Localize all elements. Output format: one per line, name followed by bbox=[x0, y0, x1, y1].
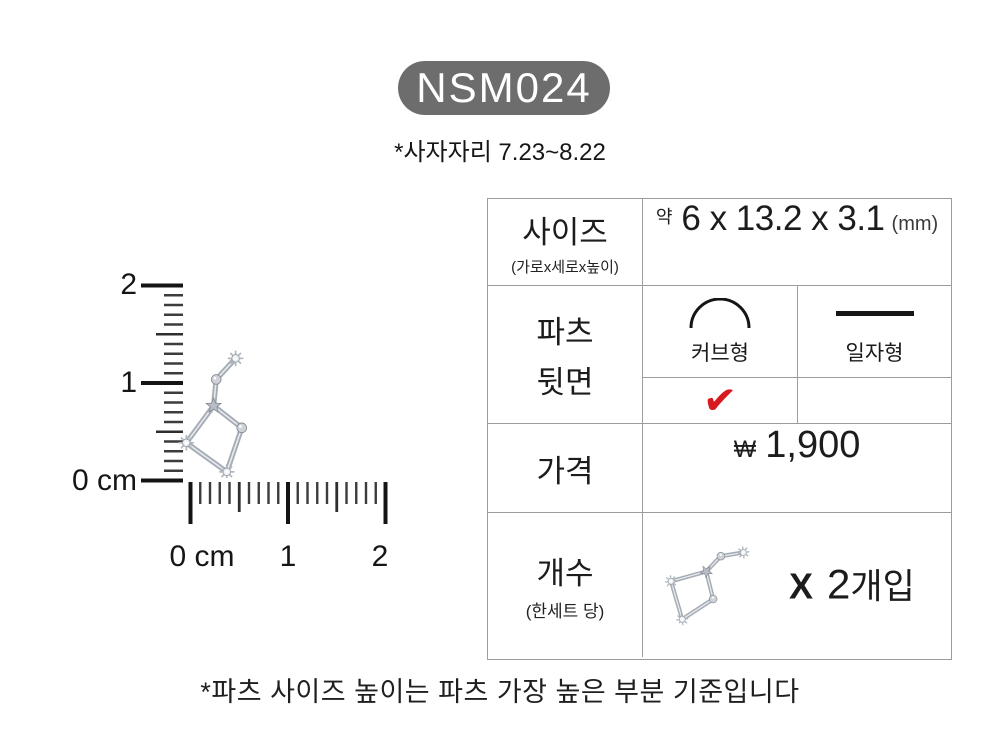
check-icon: ✔ bbox=[701, 377, 739, 424]
size-label-cell: 사이즈 (가로x세로x높이) bbox=[488, 199, 643, 286]
count-sublabel: (한세트 당) bbox=[525, 602, 605, 621]
curve-option-label: 커브형 bbox=[691, 341, 749, 365]
size-sublabel: (가로x세로x높이) bbox=[511, 259, 619, 276]
curve-icon bbox=[687, 297, 753, 331]
straight-line-icon bbox=[835, 297, 914, 331]
hruler-label-1: 1 bbox=[279, 540, 297, 573]
count-unit: 개입 bbox=[850, 567, 915, 607]
price-label: 가격 bbox=[536, 453, 594, 489]
back-type-label-cell: 파츠 뒷면 bbox=[488, 286, 643, 424]
count-label-cell: 개수 (한세트 당) bbox=[488, 513, 643, 657]
curve-option-cell: 커브형 bbox=[643, 286, 798, 378]
height-note: *파츠 사이즈 높이는 파츠 가장 높은 부분 기준입니다 bbox=[200, 677, 800, 707]
horizontal-ruler bbox=[188, 482, 388, 524]
won-currency-symbol: ₩ bbox=[733, 436, 757, 463]
count-times: X bbox=[789, 565, 814, 607]
size-approx: 약 bbox=[655, 207, 673, 227]
size-value-cell: 약 6 x 13.2 x 3.1 (mm) bbox=[643, 199, 951, 286]
zodiac-note: *사자자리 7.23~8.22 bbox=[394, 139, 606, 166]
product-code: NSM024 bbox=[416, 64, 592, 111]
hruler-label-2: 2 bbox=[371, 540, 389, 573]
count-value-cell: X 2 개입 bbox=[643, 513, 951, 657]
curve-selected-cell: ✔ bbox=[643, 377, 798, 424]
size-label: 사이즈 bbox=[522, 215, 608, 250]
vruler-label-1: 1 bbox=[120, 366, 137, 399]
back-type-label-line2: 뒷면 bbox=[536, 365, 594, 400]
count-value: 2 bbox=[827, 560, 851, 608]
count-label: 개수 bbox=[536, 556, 594, 591]
constellation-charm-image bbox=[174, 346, 262, 478]
back-type-label-line1: 파츠 bbox=[536, 315, 594, 350]
count-text: X 2 개입 bbox=[789, 558, 915, 609]
size-value: 6 x 13.2 x 3.1 bbox=[681, 199, 885, 238]
product-spec-table: 사이즈 (가로x세로x높이) 약 6 x 13.2 x 3.1 (mm) 파츠 … bbox=[487, 198, 952, 660]
charm-thumbnail-image bbox=[646, 515, 766, 641]
straight-option-label: 일자형 bbox=[845, 341, 904, 365]
straight-unselected-cell bbox=[798, 378, 951, 424]
hruler-label-0cm: 0 cm bbox=[169, 540, 235, 573]
price-label-cell: 가격 bbox=[488, 424, 643, 513]
straight-option-cell: 일자형 bbox=[798, 286, 951, 378]
price-value-cell: ₩ 1,900 bbox=[643, 424, 951, 513]
product-code-badge: NSM024 bbox=[398, 61, 610, 115]
price-value: 1,900 bbox=[765, 424, 861, 466]
vruler-label-2: 2 bbox=[120, 268, 137, 301]
vertical-ruler bbox=[141, 283, 183, 483]
size-unit: (mm) bbox=[891, 213, 939, 235]
vruler-label-0cm: 0 cm bbox=[71, 464, 137, 497]
